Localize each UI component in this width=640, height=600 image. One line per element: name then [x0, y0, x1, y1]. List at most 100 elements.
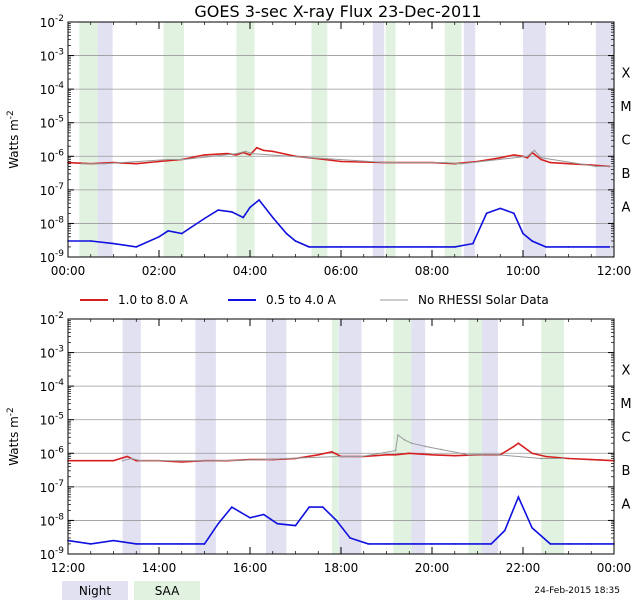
data-point [504, 529, 506, 532]
data-point [410, 442, 413, 444]
data-point [444, 161, 447, 164]
night-band [523, 22, 546, 257]
data-point [513, 212, 515, 215]
data-point [235, 154, 238, 156]
plot-frame [67, 21, 615, 258]
data-point [526, 155, 529, 158]
data-point [549, 543, 552, 545]
data-point [540, 158, 542, 161]
legend: 1.0 to 8.0 A 0.5 to 4.0 A No RHESSI Solar … [62, 293, 549, 600]
data-point [394, 454, 397, 456]
data-point [183, 158, 185, 161]
y-tick-label: 10-4 [40, 378, 65, 394]
data-point [567, 162, 570, 165]
data-point [158, 543, 160, 545]
data-point [112, 539, 115, 542]
data-point [285, 457, 288, 460]
y-tick-label: 10-8 [40, 215, 65, 231]
data-point [135, 543, 138, 545]
data-point [385, 543, 388, 545]
data-point [231, 506, 233, 508]
data-point [126, 455, 128, 458]
flare-class-label: B [622, 464, 631, 479]
night-band [463, 22, 476, 257]
bottom-panel: 10-2 10-3 10-4 10-5 10-6 10-7 10-8 10-9 X M C B A 12:… [6, 311, 632, 575]
data-point [349, 455, 351, 458]
y-tick-label: 10-9 [40, 249, 65, 265]
saa-band [236, 22, 255, 257]
legend-shade-swatch [62, 581, 128, 600]
data-point [249, 154, 251, 156]
x-tick-label: 00:00 [51, 264, 86, 278]
data-point [340, 160, 342, 163]
data-point [215, 459, 217, 462]
data-point [180, 543, 183, 545]
x-tick-label: 00:00 [597, 561, 632, 575]
y-tick-label: 10-2 [40, 14, 64, 30]
data-point [431, 454, 433, 456]
legend-label: No RHESSI Solar Data [418, 293, 549, 307]
data-point [497, 454, 499, 456]
data-point [394, 449, 397, 452]
data-point [158, 235, 160, 238]
data-point [526, 157, 529, 159]
series-line [81, 149, 614, 167]
saa-band [385, 22, 396, 257]
data-point [563, 457, 565, 460]
data-point [408, 452, 411, 455]
data-point [89, 240, 92, 242]
legend-shade-swatch [134, 581, 200, 600]
saa-band [311, 22, 328, 257]
data-point [80, 162, 83, 165]
x-tick-label: 04:00 [233, 264, 268, 278]
flare-class-label: C [621, 431, 630, 446]
saa-band [331, 319, 339, 554]
data-point [135, 459, 138, 462]
data-point [431, 246, 433, 248]
data-point [544, 246, 547, 248]
data-point [476, 543, 479, 545]
legend-shade-label: SAA [155, 584, 180, 598]
flare-class-label: X [622, 363, 631, 378]
data-point [394, 161, 397, 164]
y-tick-label: 10-4 [40, 81, 65, 97]
data-point [249, 206, 251, 209]
data-point [481, 454, 483, 456]
data-point [226, 152, 229, 155]
data-point [385, 161, 388, 164]
data-point [544, 455, 547, 458]
data-point [453, 246, 456, 248]
data-point [256, 146, 258, 149]
data-point [135, 246, 138, 248]
data-point [499, 207, 502, 210]
data-point [112, 459, 115, 462]
x-tick-label: 16:00 [233, 561, 268, 575]
data-point [326, 157, 329, 160]
x-tick-label: 06:00 [324, 264, 359, 278]
data-point [335, 519, 338, 522]
night-band [265, 319, 287, 554]
data-point [285, 232, 288, 235]
data-point [271, 216, 274, 219]
x-tick-label: 12:00 [597, 264, 632, 278]
y-tick-label: 10-3 [40, 48, 64, 64]
x-tick-label: 18:00 [324, 561, 359, 575]
y-tick-label: 10-5 [40, 115, 64, 131]
data-point [249, 516, 251, 519]
plot-frame [67, 318, 615, 555]
data-point [540, 457, 542, 460]
data-point [203, 154, 206, 156]
night-band [338, 319, 362, 554]
data-point [540, 157, 542, 159]
saa-band [541, 319, 564, 554]
data-point [533, 149, 536, 152]
data-point [167, 230, 169, 232]
y-tick-label: 10-5 [40, 412, 64, 428]
data-point [397, 434, 399, 436]
data-point [531, 240, 533, 242]
data-point [262, 513, 265, 516]
x-tick-label: 12:00 [51, 561, 86, 575]
y-tick-label: 10-8 [40, 512, 65, 528]
data-point [180, 232, 183, 235]
night-band [595, 22, 614, 257]
